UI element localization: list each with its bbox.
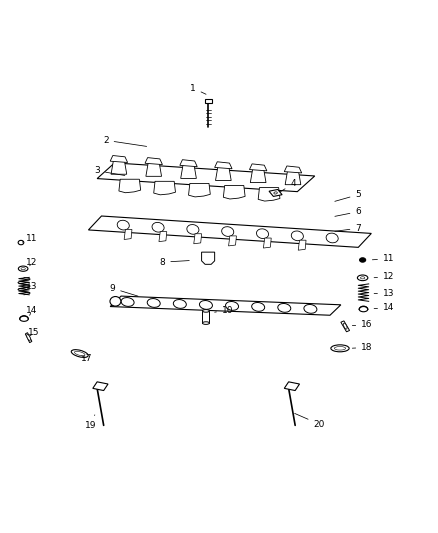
Text: 3: 3 [94,166,125,175]
Polygon shape [284,382,300,391]
Text: 17: 17 [81,354,92,364]
Polygon shape [341,321,350,332]
Text: 15: 15 [28,328,40,337]
Ellipse shape [226,302,239,310]
Ellipse shape [18,266,28,271]
Ellipse shape [304,304,317,313]
Polygon shape [201,252,215,264]
Ellipse shape [222,227,234,237]
Polygon shape [215,165,231,181]
Bar [202,311,209,323]
Text: 11: 11 [22,233,38,243]
Ellipse shape [252,303,265,311]
Text: 13: 13 [374,289,395,298]
Polygon shape [159,232,167,241]
Ellipse shape [278,303,291,312]
Ellipse shape [331,345,349,352]
Ellipse shape [117,220,129,230]
Ellipse shape [110,296,121,306]
Ellipse shape [343,323,347,329]
Ellipse shape [74,351,85,356]
Ellipse shape [121,297,134,306]
Polygon shape [215,162,232,169]
Ellipse shape [257,229,268,239]
Polygon shape [285,169,301,184]
Polygon shape [145,158,162,165]
Text: 12: 12 [374,272,395,281]
Ellipse shape [334,346,346,350]
Polygon shape [298,240,306,250]
Polygon shape [111,159,127,174]
Polygon shape [154,181,176,195]
Polygon shape [284,166,302,173]
Text: 11: 11 [372,254,395,263]
Polygon shape [250,164,267,171]
Ellipse shape [202,322,209,325]
Ellipse shape [360,277,365,279]
Text: 4: 4 [280,179,296,192]
Ellipse shape [173,300,186,309]
Polygon shape [25,333,32,343]
Polygon shape [223,185,245,199]
Polygon shape [194,234,201,244]
Ellipse shape [326,233,338,243]
Polygon shape [263,238,271,248]
Polygon shape [229,236,237,246]
Polygon shape [258,188,280,201]
Polygon shape [181,163,196,179]
Polygon shape [93,382,108,391]
Text: 2: 2 [103,136,147,147]
Ellipse shape [147,298,160,308]
Text: 14: 14 [26,306,38,316]
Text: 13: 13 [26,281,38,290]
Ellipse shape [202,310,209,312]
Ellipse shape [359,306,368,312]
Polygon shape [180,160,197,167]
Polygon shape [119,179,141,193]
Polygon shape [146,161,162,176]
Polygon shape [251,167,266,183]
Ellipse shape [187,224,199,235]
Ellipse shape [27,335,31,341]
Polygon shape [269,189,282,197]
Text: 9: 9 [110,284,138,296]
Text: 5: 5 [335,190,361,201]
Polygon shape [88,216,371,247]
Text: 14: 14 [374,303,395,312]
Polygon shape [124,230,132,239]
Ellipse shape [360,258,366,262]
Ellipse shape [21,268,25,270]
Polygon shape [110,156,127,163]
Ellipse shape [71,350,88,358]
Text: 12: 12 [26,257,38,266]
Polygon shape [188,183,210,197]
Text: 20: 20 [295,414,325,429]
Ellipse shape [274,192,277,194]
Text: 16: 16 [352,320,373,329]
Ellipse shape [357,275,368,281]
Ellipse shape [20,316,28,321]
Polygon shape [110,296,341,315]
Text: 18: 18 [352,343,373,352]
Text: 7: 7 [335,224,361,233]
Text: 6: 6 [335,207,361,216]
Ellipse shape [18,240,24,245]
Polygon shape [97,163,315,192]
Ellipse shape [152,222,164,232]
Text: 1: 1 [190,84,206,94]
Text: 8: 8 [159,257,189,266]
Ellipse shape [291,231,304,241]
Ellipse shape [199,301,212,309]
Text: 10: 10 [215,305,233,314]
Text: 19: 19 [85,415,96,430]
Bar [205,99,212,103]
